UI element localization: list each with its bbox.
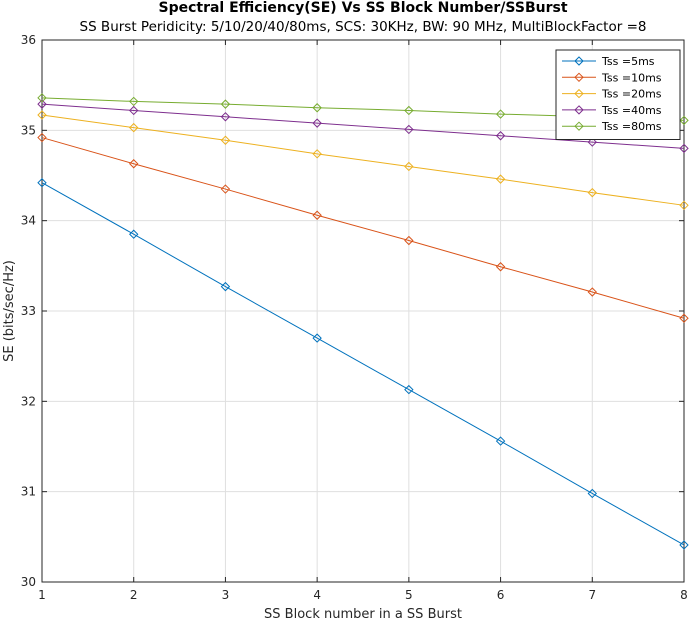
legend-marker-swatch xyxy=(574,121,584,131)
x-tick-label: 8 xyxy=(680,588,688,602)
data-point-marker xyxy=(220,99,231,109)
x-tick-label: 2 xyxy=(130,588,138,602)
legend-marker-swatch xyxy=(574,72,584,83)
x-tick-label: 6 xyxy=(497,588,505,602)
series-tss-10ms xyxy=(37,132,689,323)
data-point-marker xyxy=(312,210,322,220)
data-point-marker xyxy=(312,333,322,343)
data-point-marker xyxy=(404,235,414,246)
series-tss-20ms xyxy=(37,110,689,211)
data-point-marker xyxy=(679,313,689,323)
x-tick-label: 5 xyxy=(405,588,413,602)
y-tick-label: 36 xyxy=(21,33,36,47)
data-point-marker xyxy=(129,105,139,116)
data-point-marker xyxy=(495,109,506,119)
data-point-marker xyxy=(587,137,597,147)
data-point-marker xyxy=(495,262,506,272)
legend-entry: Tss =80ms xyxy=(562,120,662,133)
series-line xyxy=(41,103,685,149)
data-point-marker xyxy=(129,96,139,107)
data-point-marker xyxy=(587,187,597,198)
data-point-marker xyxy=(495,174,506,184)
legend-marker-swatch xyxy=(574,88,584,99)
data-point-marker xyxy=(679,200,689,211)
data-series xyxy=(37,93,689,550)
y-tick-label: 32 xyxy=(21,394,36,408)
data-point-marker xyxy=(37,99,47,109)
data-point-marker xyxy=(404,124,414,135)
y-tick-label: 30 xyxy=(21,575,36,589)
data-point-marker xyxy=(495,131,506,141)
y-tick-label: 33 xyxy=(21,304,36,318)
series-tss-5ms xyxy=(37,178,689,550)
data-point-marker xyxy=(129,229,139,239)
data-point-marker xyxy=(220,135,231,145)
data-point-marker xyxy=(312,118,322,128)
data-point-marker xyxy=(587,287,597,297)
legend-marker-swatch xyxy=(574,105,584,115)
data-point-marker xyxy=(404,161,414,172)
data-point-marker xyxy=(220,281,231,292)
y-axis-label: SE (bits/sec/Hz) xyxy=(2,260,17,362)
series-line xyxy=(41,182,685,546)
x-tick-label: 3 xyxy=(222,588,230,602)
chart-subtitle: SS Burst Peridicity: 5/10/20/40/80ms, SC… xyxy=(80,19,647,35)
data-point-marker xyxy=(679,143,689,154)
legend-entry: Tss =40ms xyxy=(562,104,662,117)
data-point-marker xyxy=(679,540,689,550)
legend-label: Tss =80ms xyxy=(601,120,662,133)
legend-marker-swatch xyxy=(574,56,584,66)
data-point-marker xyxy=(37,132,47,143)
data-point-marker xyxy=(404,105,414,116)
data-point-marker xyxy=(37,178,47,188)
x-tick-label: 1 xyxy=(38,588,46,602)
series-line xyxy=(41,114,685,206)
series-line xyxy=(41,137,685,319)
data-point-marker xyxy=(312,149,322,159)
legend-entry: Tss =20ms xyxy=(562,88,662,101)
x-tick-label: 4 xyxy=(313,588,321,602)
x-tick-label: 7 xyxy=(588,588,596,602)
data-point-marker xyxy=(679,115,689,126)
data-point-marker xyxy=(220,112,231,122)
legend-entry: Tss =5ms xyxy=(562,55,655,68)
data-point-marker xyxy=(37,110,47,120)
y-tick-label: 31 xyxy=(21,485,36,499)
data-point-marker xyxy=(495,436,506,446)
legend-label: Tss =10ms xyxy=(601,71,662,84)
legend-label: Tss =40ms xyxy=(601,104,662,117)
y-tick-label: 35 xyxy=(21,123,36,137)
x-axis-label: SS Block number in a SS Burst xyxy=(264,607,462,620)
data-point-marker xyxy=(129,159,139,169)
data-point-marker xyxy=(37,93,47,103)
legend-label: Tss =20ms xyxy=(601,88,662,101)
y-tick-label: 34 xyxy=(21,214,36,228)
chart-title: Spectral Efficiency(SE) Vs SS Block Numb… xyxy=(158,0,567,16)
legend: Tss =5ms Tss =10ms Tss =20ms Tss =40ms Tss =… xyxy=(555,49,681,140)
data-point-marker xyxy=(220,184,231,194)
data-point-marker xyxy=(587,488,597,499)
legend-label: Tss =5ms xyxy=(601,55,655,68)
data-point-marker xyxy=(129,122,139,133)
series-tss-40ms xyxy=(37,99,689,154)
data-point-marker xyxy=(404,384,414,395)
legend-entry: Tss =10ms xyxy=(562,71,662,84)
data-point-marker xyxy=(312,103,322,113)
